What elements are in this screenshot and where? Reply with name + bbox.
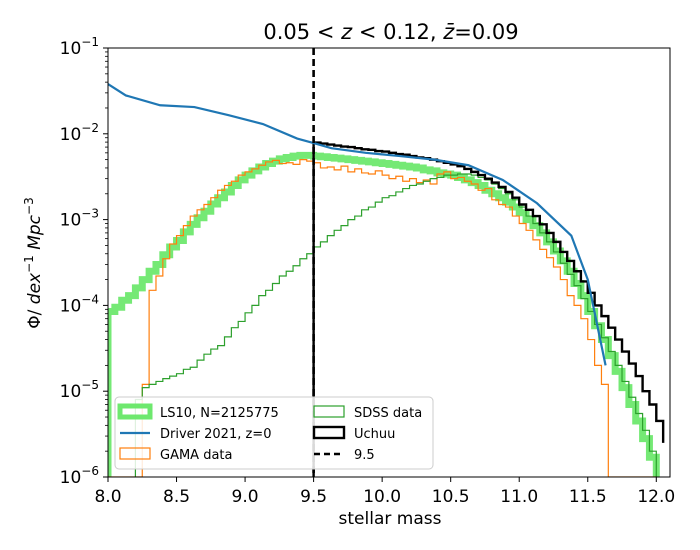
legend-swatch-uchuu	[312, 425, 346, 440]
x-tick-label: 10.5	[432, 487, 470, 507]
legend: LS10, N=2125775 Driver 2021, z=0 GAMA data…	[114, 396, 434, 470]
series-driver	[108, 83, 607, 366]
legend-label-sdss: SDSS data	[354, 406, 422, 421]
x-tick-label: 9.5	[300, 487, 327, 507]
y-tick-label: 10−4	[60, 292, 99, 316]
x-tick-label: 8.5	[163, 487, 190, 507]
legend-item-uchuu: Uchuu	[312, 425, 395, 442]
legend-label-gama: GAMA data	[160, 448, 233, 463]
x-tick-label: 11.0	[500, 487, 538, 507]
legend-box	[114, 396, 434, 470]
legend-item-driver: Driver 2021, z=0	[120, 427, 271, 442]
x-tick-label: 9.0	[232, 487, 259, 507]
legend-item-cut: 9.5	[314, 448, 375, 463]
y-tick-label: 10−2	[60, 121, 99, 145]
x-tick-label: 8.0	[94, 487, 121, 507]
legend-swatch-ls10	[117, 403, 153, 420]
legend-item-gama: GAMA data	[119, 447, 233, 463]
plot-frame	[107, 47, 671, 478]
x-tick-label: 11.5	[569, 487, 607, 507]
y-tick-label: 10−6	[60, 464, 99, 488]
series-uchuu	[312, 141, 665, 477]
legend-item-ls10: LS10, N=2125775	[117, 403, 279, 421]
y-axis-label: Φ/ dex−1 Mpc−3	[22, 197, 45, 328]
legend-swatch-gama	[119, 447, 151, 460]
chart-title: 0.05 < z < 0.12, z̄=0.09	[263, 20, 518, 44]
y-tick-label: 10−5	[60, 378, 99, 402]
legend-label-ls10: LS10, N=2125775	[160, 406, 279, 421]
x-axis-label: stellar mass	[339, 509, 442, 529]
x-tick-label: 10.0	[363, 487, 401, 507]
legend-label-cut: 9.5	[354, 448, 375, 463]
legend-label-uchuu: Uchuu	[354, 427, 395, 442]
legend-swatch-sdss	[313, 405, 345, 418]
svg-text:0.05 < z < 0.12, z̄=0.09: 0.05 < z < 0.12, z̄=0.09	[263, 20, 518, 44]
series-gama	[108, 159, 657, 477]
y-tick-label: 10−1	[60, 35, 99, 59]
series-sdss	[134, 173, 657, 477]
legend-item-sdss: SDSS data	[313, 405, 422, 421]
series-layer	[108, 48, 665, 477]
legend-label-driver: Driver 2021, z=0	[160, 427, 271, 442]
axis-layer: 8.0 8.5 9.0 9.5 10.0 10.5 11.0 11.5 12.0 10−6 10−5…	[60, 35, 676, 507]
y-tick-label: 10−3	[60, 207, 99, 231]
x-tick-label: 12.0	[637, 487, 675, 507]
